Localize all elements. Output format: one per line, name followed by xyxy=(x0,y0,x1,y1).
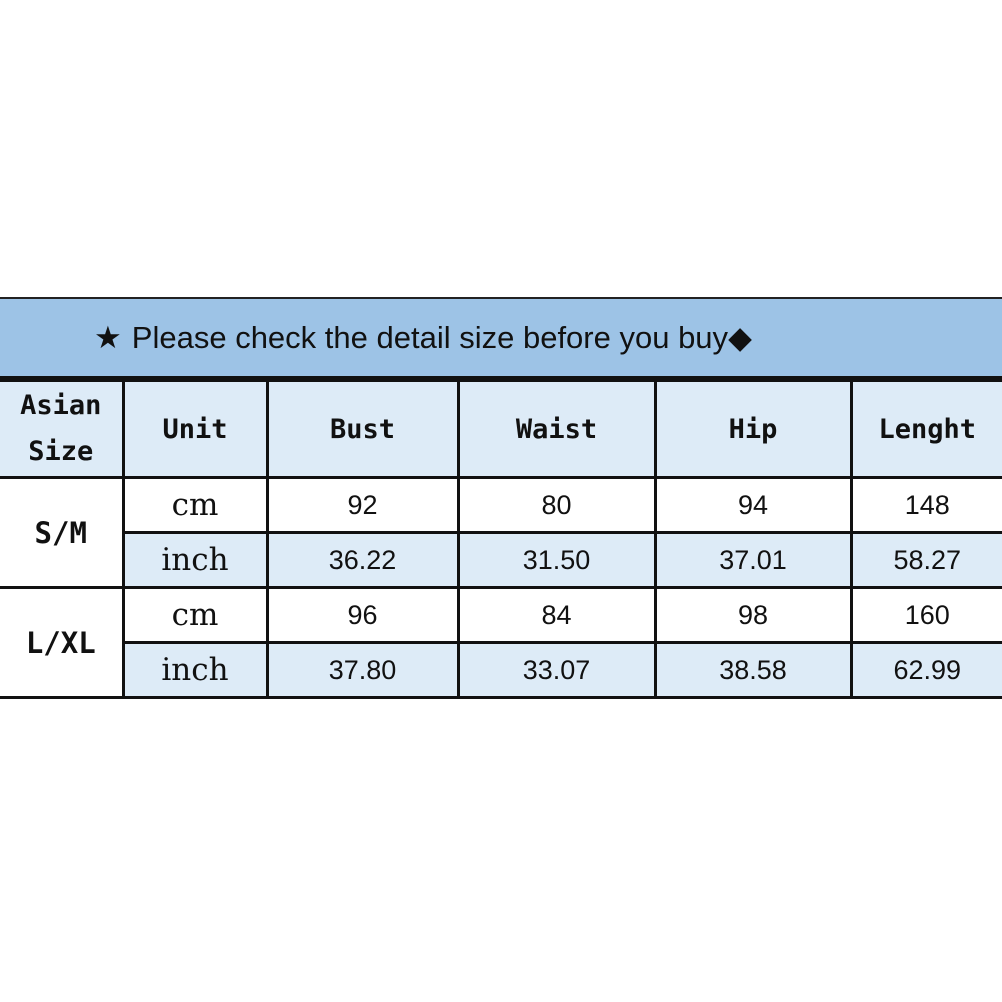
value-cell: 37.80 xyxy=(265,641,460,699)
size-table: Asian Size Unit Bust Waist Hip Lenght S/… xyxy=(0,379,1002,699)
size-label: L/XL xyxy=(0,586,125,699)
table-row: L/XL cm 96 84 98 160 xyxy=(0,586,1002,699)
unit-cell: cm xyxy=(121,476,269,534)
value-cell: 33.07 xyxy=(456,641,657,699)
notice-text: Please check the detail size before you … xyxy=(131,319,729,355)
value-cell: 62.99 xyxy=(849,641,1002,699)
header-bust: Bust xyxy=(265,379,460,479)
value-cell: 80 xyxy=(456,476,657,534)
value-cell: 58.27 xyxy=(849,531,1002,589)
value-cell: 31.50 xyxy=(456,531,657,589)
value-cell: 94 xyxy=(653,476,853,534)
value-cell: 92 xyxy=(265,476,460,534)
table-row: inch 37.80 33.07 38.58 62.99 xyxy=(0,641,1002,699)
value-cell: 36.22 xyxy=(265,531,460,589)
value-cell: 37.01 xyxy=(653,531,853,589)
value-cell: 96 xyxy=(265,586,460,644)
value-cell: 98 xyxy=(653,586,853,644)
header-hip: Hip xyxy=(653,379,853,479)
unit-cell: cm xyxy=(121,586,269,644)
value-cell: 38.58 xyxy=(653,641,853,699)
diamond-icon: ◆ xyxy=(728,319,752,355)
header-length: Lenght xyxy=(849,379,1002,479)
header-waist: Waist xyxy=(456,379,657,479)
value-cell: 148 xyxy=(849,476,1002,534)
star-icon: ★ xyxy=(94,319,122,355)
table-row: S/M cm 92 80 94 148 xyxy=(0,476,1002,589)
value-cell: 84 xyxy=(456,586,657,644)
size-label: S/M xyxy=(0,476,125,589)
unit-cell: inch xyxy=(123,531,269,589)
header-asian-size: Asian Size xyxy=(0,379,125,479)
unit-cell: inch xyxy=(123,641,269,699)
header-unit: Unit xyxy=(121,379,269,479)
table-row: inch 36.22 31.50 37.01 58.27 xyxy=(0,531,1002,589)
header-row: Asian Size Unit Bust Waist Hip Lenght xyxy=(0,379,1002,479)
value-cell: 160 xyxy=(849,586,1002,644)
notice-banner: ★ Please check the detail size before yo… xyxy=(0,297,1002,379)
